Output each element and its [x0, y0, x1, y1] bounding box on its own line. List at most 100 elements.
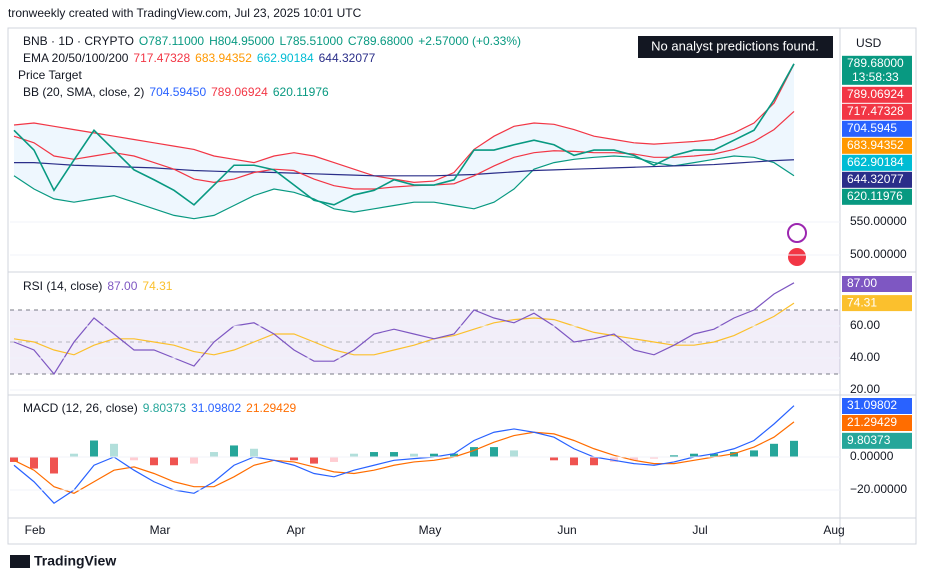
footer-brand: TradingView: [34, 553, 116, 569]
macd-histogram-bar: [310, 457, 318, 464]
notice-bg: [638, 36, 833, 58]
axis-label: 500.00000: [850, 247, 907, 261]
legend-item: 9.80373: [143, 401, 187, 415]
x-axis-label: Apr: [287, 523, 306, 537]
legend-item: 683.94352: [195, 51, 252, 65]
macd-histogram-bar: [110, 443, 118, 457]
macd-histogram-bar: [390, 452, 398, 457]
legend-item: 704.59450: [149, 85, 206, 99]
legend-item: 74.31: [142, 279, 172, 293]
x-axis-label: Feb: [25, 523, 46, 537]
macd-histogram-bar: [410, 453, 418, 457]
axis-tag-label: 789.06924: [847, 87, 904, 101]
axis-label: 550.00000: [850, 214, 907, 228]
axis-tag: [842, 103, 912, 120]
macd-histogram-bar: [650, 457, 658, 459]
axis-tag-label: 789.68000: [847, 56, 904, 70]
axis-label: 20.00: [850, 382, 880, 396]
x-axis-label: May: [419, 523, 442, 537]
macd-histogram-bar: [430, 453, 438, 457]
x-axis-label: Jun: [557, 523, 576, 537]
axis-tag-label: 74.31: [847, 295, 877, 309]
logo: [10, 555, 30, 568]
macd-histogram-bar: [250, 448, 258, 457]
legend-line: EMA 20/50/100/200 717.47328 683.94352 662.9…: [23, 51, 376, 65]
macd-histogram-bar: [690, 453, 698, 457]
legend-item: C789.68000: [348, 34, 414, 48]
macd-histogram-bar: [470, 447, 478, 457]
axis-tag-label: 717.47328: [847, 104, 904, 118]
macd-histogram-bar: [130, 457, 138, 461]
macd-histogram-bar: [170, 457, 178, 466]
axis-label: 40.00: [850, 350, 880, 364]
axis-tag: [842, 154, 912, 171]
attribution: tronweekly created with TradingView.com,…: [8, 6, 362, 20]
line-macd: [13, 405, 795, 504]
axis-tag: [842, 171, 912, 188]
legend-item: RSI (14, close): [23, 279, 102, 293]
legend-item: 717.47328: [133, 51, 190, 65]
legend-line: Price Target: [18, 68, 82, 82]
axis-label: −20.00000: [850, 482, 907, 496]
macd-histogram-bar: [670, 455, 678, 457]
axis-tag-label: 620.11976: [847, 189, 903, 203]
macd-histogram-bar: [450, 453, 458, 457]
macd-histogram-bar: [370, 452, 378, 457]
legend-item: +2.57000 (+0.33%): [418, 34, 521, 48]
macd-histogram-bar: [230, 445, 238, 457]
axis-tag: [842, 415, 912, 431]
macd-histogram-bar: [490, 447, 498, 457]
macd-histogram-bar: [30, 457, 38, 469]
line-ema200: [14, 159, 795, 177]
legend-item: L785.51000: [279, 34, 343, 48]
macd-histogram-bar: [610, 457, 618, 462]
axis-tag: [842, 55, 912, 72]
macd-histogram-bar: [70, 453, 78, 457]
x-axis-label: Mar: [150, 523, 171, 537]
legend-item: 31.09802: [191, 401, 241, 415]
legend-item: MACD (12, 26, close): [23, 401, 138, 415]
line-rsi: [13, 282, 795, 376]
macd-histogram-bar: [510, 450, 518, 457]
axis-tag-label: 87.00: [847, 276, 877, 290]
legend-item: O787.11000: [139, 34, 204, 48]
macd-histogram-bar: [630, 457, 638, 461]
x-axis-label: Aug: [823, 523, 844, 537]
axis-tag-label: 662.90184: [847, 155, 904, 169]
flag-icon[interactable]: [788, 248, 806, 266]
axis-tag-label: 683.94352: [847, 138, 904, 152]
currency: USD: [856, 36, 882, 50]
line-ema20: [13, 111, 795, 190]
macd-histogram-bar: [290, 457, 298, 461]
legend-item: EMA 20/50/100/200: [23, 51, 129, 65]
macd-histogram-bar: [50, 457, 58, 474]
axis-tag: [842, 432, 912, 449]
macd-histogram-bar: [10, 457, 18, 462]
legend-item: 644.32077: [319, 51, 376, 65]
macd-histogram-bar: [90, 440, 98, 457]
countdown-bg: [842, 70, 912, 85]
macd-histogram-bar: [750, 450, 758, 457]
macd-histogram-bar: [790, 440, 798, 457]
axis-tag: [842, 137, 912, 154]
legend-line: BB (20, SMA, close, 2) 704.59450 789.06924…: [23, 85, 329, 99]
event-icon[interactable]: [787, 223, 807, 243]
line-close: [13, 63, 795, 206]
line-bb-lower: [13, 155, 795, 220]
macd-histogram-bar: [550, 457, 558, 461]
line-rsi-ma: [13, 302, 795, 356]
macd-histogram-bar: [590, 457, 598, 466]
x-axis-label: Jul: [692, 523, 707, 537]
macd-histogram-bar: [570, 457, 578, 466]
bb-fill: [14, 64, 794, 219]
axis-tag-label: 31.09802: [847, 398, 897, 412]
axis-label: 60.00: [850, 318, 880, 332]
legend-item: BNB · 1D · CRYPTO: [23, 34, 134, 48]
legend-item: 789.06924: [211, 85, 268, 99]
legend-item: BB (20, SMA, close, 2): [23, 85, 144, 99]
notice: No analyst predictions found.: [651, 38, 819, 53]
legend-item: 662.90184: [257, 51, 314, 65]
legend-line: RSI (14, close) 87.00 74.31: [23, 279, 173, 293]
